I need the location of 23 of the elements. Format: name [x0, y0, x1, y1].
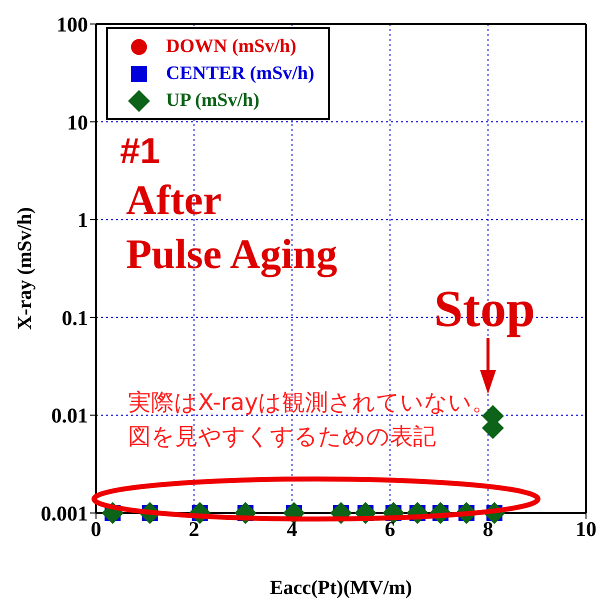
- y-axis-title: X-ray (mSv/h): [14, 207, 36, 330]
- y-tick-label: 0.01: [51, 404, 88, 428]
- legend-label: CENTER (mSv/h): [166, 62, 314, 84]
- x-tick-label: 8: [482, 516, 494, 541]
- annotation: #1: [120, 130, 160, 171]
- annotation: Stop: [434, 281, 536, 338]
- y-tick-label: 100: [56, 12, 88, 36]
- y-tick-label: 0.001: [40, 501, 88, 526]
- y-tick-label: 1: [78, 208, 88, 232]
- y-tick-label: 0.1: [62, 306, 88, 330]
- y-tick-label: 10: [67, 110, 88, 134]
- annotation: 図を見やすくするための表記: [128, 424, 436, 450]
- x-tick-label: 0: [90, 516, 102, 541]
- annotation: After: [126, 178, 222, 224]
- x-axis-title: Eacc(Pt)(MV/m): [270, 577, 412, 598]
- x-tick-label: 6: [384, 516, 396, 541]
- x-tick-label: 10: [576, 516, 596, 541]
- legend-label: DOWN (mSv/h): [166, 36, 296, 58]
- annotation: Pulse Aging: [126, 232, 338, 278]
- legend-label: UP (mSv/h): [166, 90, 260, 112]
- annotation: 実際はX-rayは観測されていない。: [128, 390, 496, 416]
- x-tick-label: 4: [286, 516, 298, 541]
- x-tick-label: 2: [188, 516, 200, 541]
